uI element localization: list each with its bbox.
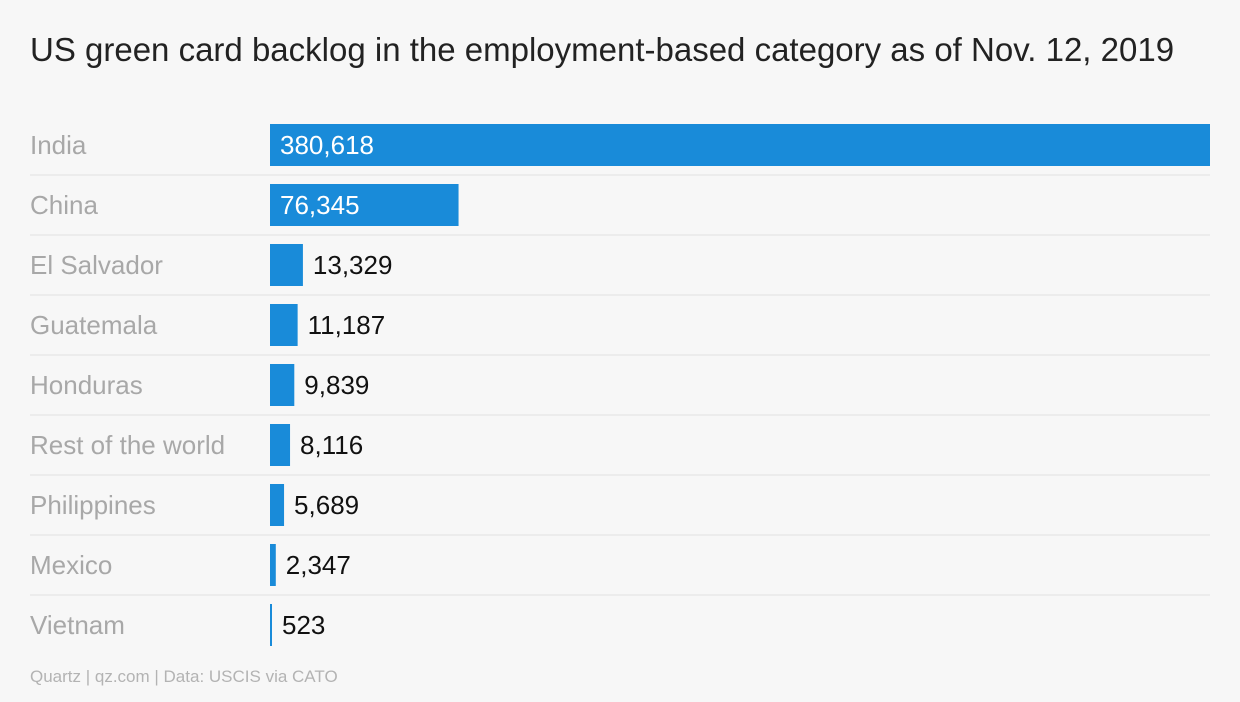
bar-el-salvador [270,244,303,286]
source-note: Quartz | qz.com | Data: USCIS via CATO [30,667,338,686]
value-label-rest-of-the-world: 8,116 [300,430,363,460]
category-label-vietnam: Vietnam [30,610,125,640]
value-label-philippines: 5,689 [294,490,359,520]
value-label-china: 76,345 [280,190,360,220]
bar-honduras [270,364,295,406]
category-label-philippines: Philippines [30,490,156,520]
category-label-rest-of-the-world: Rest of the world [30,430,225,460]
category-label-india: India [30,130,87,160]
value-label-guatemala: 11,187 [308,310,386,340]
value-label-honduras: 9,839 [304,370,369,400]
category-label-guatemala: Guatemala [30,310,158,340]
category-label-honduras: Honduras [30,370,143,400]
bar-vietnam [270,604,272,646]
value-label-vietnam: 523 [282,610,325,640]
bar-rest-of-the-world [270,424,291,466]
category-label-mexico: Mexico [30,550,112,580]
bar-mexico [270,544,276,586]
value-label-el-salvador: 13,329 [313,250,393,280]
value-label-india: 380,618 [280,130,374,160]
value-label-mexico: 2,347 [286,550,351,580]
bar-india [270,124,1210,166]
bar-guatemala [270,304,298,346]
bar-china [270,184,459,226]
category-label-el-salvador: El Salvador [30,250,163,280]
bar-philippines [270,484,285,526]
category-label-china: China [30,190,98,220]
chart-title: US green card backlog in the employment-… [30,31,1175,68]
